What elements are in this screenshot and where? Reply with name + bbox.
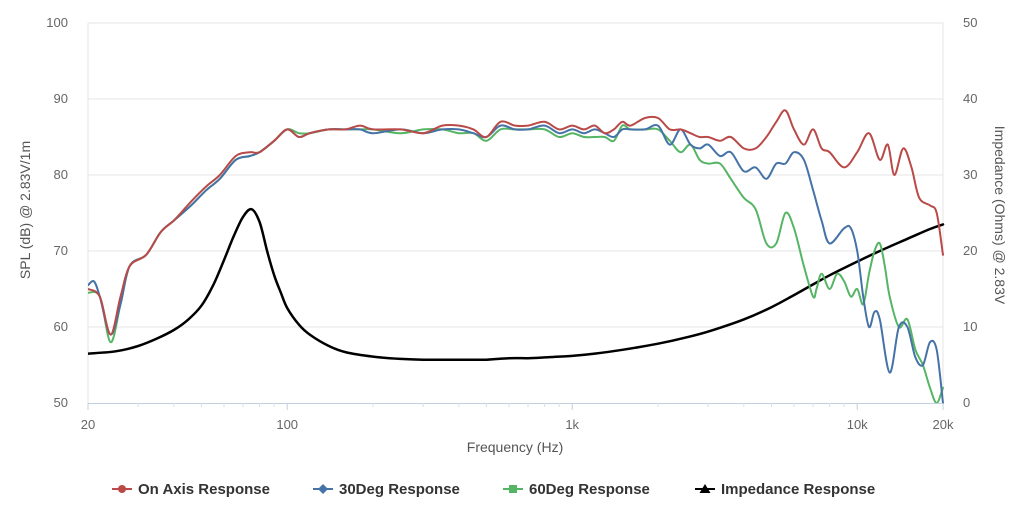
y-tick-label-left: 100	[46, 15, 68, 30]
legend-item-impedance-response[interactable]: Impedance Response	[695, 481, 875, 498]
impedance-response-line	[88, 207, 945, 362]
legend-item-30deg-response[interactable]: 30Deg Response	[313, 481, 460, 498]
axes: 50 60 70 80 90 100 0 10 20 30 40 50 20 100 1k 10k 20k	[46, 15, 977, 432]
60deg-response-line	[88, 124, 944, 404]
x-tick-label: 20k	[933, 417, 954, 432]
x-axis-title: Frequency (Hz)	[467, 439, 563, 455]
y-tick-label-right: 30	[963, 167, 977, 182]
y-tick-label-right: 40	[963, 91, 977, 106]
grid-lines	[87, 22, 944, 403]
y-axis-title-left: SPL (dB) @ 2.83V/1m	[17, 141, 33, 279]
legend-label: On Axis Response	[138, 481, 270, 498]
y-tick-label-right: 0	[963, 395, 970, 410]
legend-item-60deg-response[interactable]: 60Deg Response	[503, 481, 650, 498]
y-tick-label-left: 70	[54, 243, 68, 258]
series-lines	[88, 109, 945, 404]
x-tick-label: 20	[81, 417, 95, 432]
legend-item-on-axis-response[interactable]: On Axis Response	[112, 481, 270, 498]
y-tick-label-right: 20	[963, 243, 977, 258]
on-axis-response-line	[88, 109, 944, 336]
y-tick-label-right: 50	[963, 15, 977, 30]
y-tick-label-left: 80	[54, 167, 68, 182]
30deg-response-line	[88, 124, 944, 404]
legend-label: 60Deg Response	[529, 481, 650, 498]
y-tick-label-left: 50	[54, 395, 68, 410]
y-axis-title-right: Impedance (Ohms) @ 2.83V	[992, 126, 1008, 305]
legend: On Axis Response 30Deg Response 60Deg Resp…	[112, 481, 875, 498]
y-tick-label-right: 10	[963, 319, 977, 334]
legend-marker-diamond	[318, 484, 328, 494]
x-tick-label: 10k	[847, 417, 868, 432]
legend-marker-triangle	[699, 484, 711, 493]
legend-label: 30Deg Response	[339, 481, 460, 498]
legend-label: Impedance Response	[721, 481, 875, 498]
legend-marker-circle	[118, 485, 126, 493]
x-tick-label: 100	[276, 417, 298, 432]
y-tick-label-left: 90	[54, 91, 68, 106]
legend-marker-square	[509, 485, 517, 493]
y-tick-label-left: 60	[54, 319, 68, 334]
x-tick-label: 1k	[565, 417, 579, 432]
